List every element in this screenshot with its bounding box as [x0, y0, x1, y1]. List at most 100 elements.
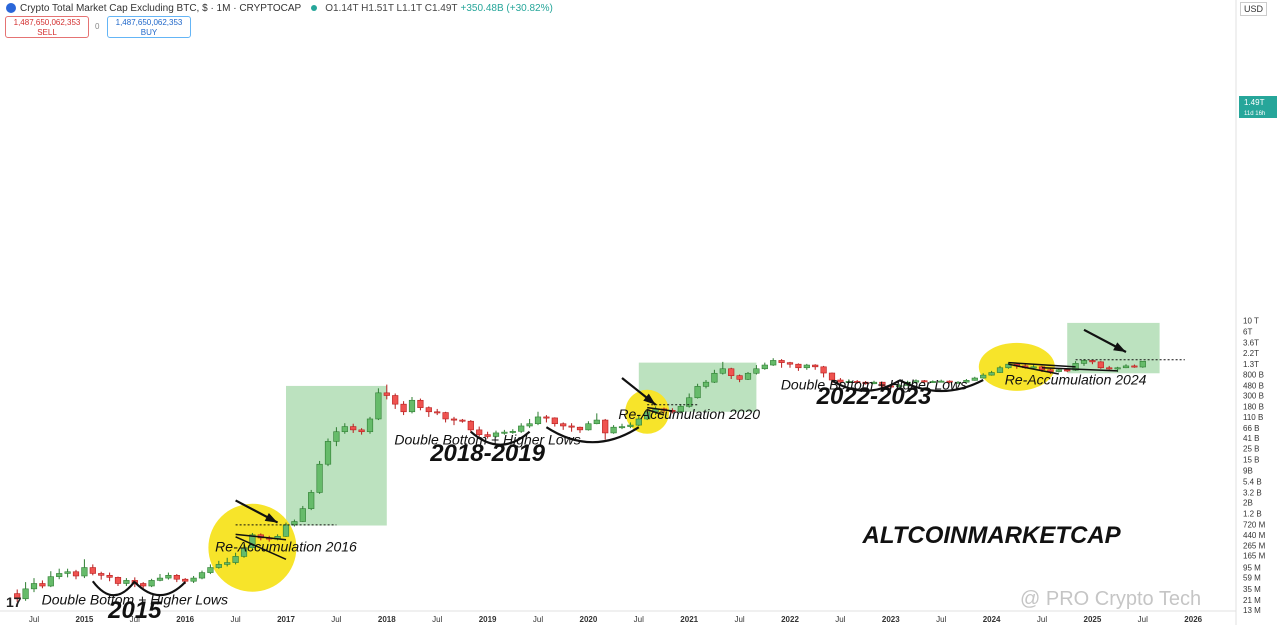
candle-body [98, 573, 105, 576]
candle-body [854, 381, 861, 383]
higher-low-arc [545, 426, 640, 444]
candle-body [971, 377, 978, 381]
arrowhead-icon [1113, 342, 1126, 353]
candle-body [1089, 360, 1096, 363]
chart-annotation: Re-Accumulation 2016 [215, 539, 357, 555]
price-tick-label: 1.3T [1243, 360, 1259, 369]
candle-body [879, 381, 886, 387]
spread-value: 0 [95, 22, 100, 31]
candle-body [207, 567, 214, 573]
change-value: +350.48B (+30.82%) [460, 2, 553, 14]
candle-body [215, 564, 222, 568]
buy-value: 1,487,650,062,353 [115, 18, 183, 27]
time-tick-label: Jul [734, 615, 744, 624]
candle-body [526, 423, 533, 427]
time-axis[interactable]: Jul 2015 Jul 2016 Jul 2017 Jul 2018 Jul 2019 Jul 20… [29, 615, 1203, 624]
price-tick-label: 720 M [1243, 520, 1266, 529]
candle-body [89, 567, 96, 574]
candle-body [736, 375, 743, 380]
wedge-line [1041, 367, 1118, 372]
candle-body [980, 374, 987, 379]
candle-body [434, 411, 441, 414]
candle-body [140, 583, 147, 587]
time-tick-label: 2025 [1084, 615, 1102, 624]
candle-body [761, 364, 768, 370]
chart-annotation: 2022-2023 [816, 383, 932, 410]
sell-button[interactable]: 1,487,650,062,353 SELL [5, 16, 89, 38]
wedge-line [235, 533, 287, 541]
candle-body [476, 429, 483, 435]
tradingview-logo[interactable]: 17 [6, 594, 22, 610]
candle-body [190, 577, 197, 582]
arrowhead-icon [643, 393, 656, 405]
candle-body [333, 431, 340, 442]
candle-body [694, 386, 701, 399]
candle-body [114, 577, 122, 584]
annotation-layer: Double Bottom + Higher Lows2015Re-Accumu… [42, 372, 1147, 624]
candle-body [912, 380, 920, 383]
candle-body [22, 588, 29, 600]
price-tick-label: 800 B [1243, 371, 1264, 380]
candle-body [106, 575, 113, 578]
candle-body [686, 397, 693, 407]
price-tick-label: 5.4 B [1243, 477, 1262, 486]
candle-body [1030, 366, 1037, 369]
wedge-line [235, 536, 287, 560]
candle-body [30, 583, 38, 590]
currency-selector[interactable]: USD [1240, 2, 1268, 16]
candle-body [862, 381, 869, 385]
candle-body [954, 381, 962, 384]
candle-body [744, 372, 752, 380]
breakout-zone [286, 385, 387, 526]
time-tick-label: 2020 [580, 615, 598, 624]
candle-body [358, 429, 365, 433]
time-tick-label: 2024 [983, 615, 1001, 624]
price-tick-label: 9B [1243, 466, 1253, 475]
price-tick-label: 59 M [1243, 574, 1261, 583]
candle-body [392, 395, 399, 405]
candle-body [484, 434, 491, 437]
buy-button[interactable]: 1,487,650,062,353 BUY [107, 16, 191, 38]
candle-body [1131, 365, 1138, 368]
zone-layer [286, 322, 1160, 526]
candle-body [39, 583, 46, 587]
candle-body [534, 416, 542, 425]
higher-low-arc [470, 430, 531, 446]
candle-body [14, 593, 21, 600]
time-tick-label: 2016 [176, 615, 194, 624]
price-tick-label: 15 B [1243, 455, 1259, 464]
candle-body [375, 392, 382, 420]
price-tick-label: 165 M [1243, 552, 1266, 561]
candle-body [644, 411, 651, 420]
candle-body [778, 360, 785, 363]
candle-body [1106, 367, 1113, 370]
candle-body [341, 426, 348, 433]
candle-body [459, 419, 466, 422]
ohlc-values: O1.14T H1.51T L1.1T C1.49T [325, 2, 458, 14]
higher-low-arc [898, 379, 984, 393]
price-tick-label: 1.2 B [1243, 509, 1262, 518]
candle-body [450, 418, 458, 421]
wedge-line [1008, 361, 1076, 368]
time-tick-label: 2022 [781, 615, 799, 624]
time-tick-label: Jul [1037, 615, 1047, 624]
candle-body [728, 368, 735, 376]
candle-body [1005, 363, 1012, 369]
higher-low-arc [91, 580, 136, 597]
candle-body [509, 431, 516, 433]
candle-body [568, 425, 575, 428]
symbol-title[interactable]: Crypto Total Market Cap Excluding BTC, $… [20, 2, 302, 14]
legend-bar: Crypto Total Market Cap Excluding BTC, $… [0, 0, 1236, 16]
candle-body [501, 431, 508, 434]
time-tick-label: 2021 [680, 615, 698, 624]
candle-body [224, 562, 231, 565]
arrowhead-icon [264, 512, 278, 523]
candle-body [1064, 369, 1071, 372]
candle-body [677, 406, 684, 413]
chart-annotation: Double Bottom + Higher Lows [42, 591, 228, 607]
time-tick-label: Jul [29, 615, 39, 624]
candle-body [602, 419, 609, 434]
